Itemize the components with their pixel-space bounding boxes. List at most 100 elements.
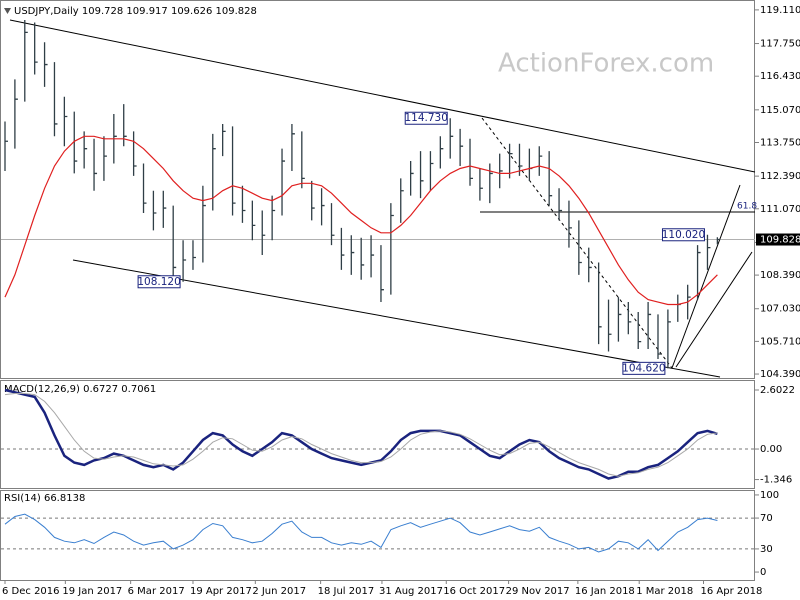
price-bar [449,118,454,159]
chart-title: USDJPY,Daily 109.728 109.917 109.626 109… [14,6,257,17]
price-bar [647,302,652,350]
macd-line [4,388,718,480]
y-tick-label: 113.750 [760,137,800,148]
y-tick-label: 107.030 [760,304,800,315]
rising-line [671,184,741,369]
y-tick-label: 105.710 [760,336,800,347]
price-bar [627,302,632,335]
price-bar [696,245,701,300]
price-bar [43,42,48,87]
price-bar [172,205,177,278]
price-bar [390,203,394,295]
macd-line [4,393,718,477]
annotation-label: 114.730 [405,112,448,124]
x-tick-label: 19 Jan 2017 [62,586,122,597]
retracement-line [481,117,673,369]
price-bar [706,234,711,270]
main-panel [0,0,755,379]
rsi-title: RSI(14) 66.8138 [4,493,85,504]
price-bar [528,148,533,181]
price-bar [459,128,464,166]
y-tick-label: 115.070 [760,105,800,116]
price-bar [222,123,226,157]
price-bar [152,190,157,231]
price-bar [419,151,424,199]
y-tick-label: 104.390 [760,369,800,380]
price-bar [83,131,88,169]
price-bar [63,96,68,147]
y-tick-label: 100 [760,490,779,501]
annotation-box [404,111,448,125]
y-tick-label: 70 [760,513,773,524]
price-bar [73,111,78,174]
rsi-panel [0,490,755,581]
price-bar [469,138,474,186]
price-bar [271,195,276,241]
price-bar [162,190,167,228]
price-bar [508,143,513,179]
price-bar [330,203,335,246]
price-bar [311,180,315,221]
y-tick-label: 116.430 [760,71,800,82]
y-tick-label: 2.6022 [760,385,795,396]
annotation-box [661,228,705,242]
rsi-line [4,513,718,553]
price-bar [34,22,38,75]
price-bar [291,123,295,171]
y-tick-label: 117.750 [760,39,800,50]
price-bar [132,131,137,176]
price-bar [568,200,572,248]
x-tick-label: 31 Aug 2017 [379,586,443,597]
fib-label: 61.8 [737,202,757,212]
price-bar [340,227,345,270]
price-bar [301,131,305,189]
y-tick-label: 112.390 [760,171,800,182]
menu-icon [4,8,11,14]
price-bar [320,188,325,226]
price-bar [212,133,216,211]
price-bar [677,294,681,322]
price-bar [53,62,58,137]
price-bar [380,245,384,303]
last-price-label: 109.828 [760,235,800,246]
x-tick-label: 19 Apr 2017 [190,586,252,597]
x-tick-label: 6 Mar 2017 [128,586,185,597]
y-tick-label: -1.346 [760,475,792,486]
price-bar [578,220,582,275]
x-tick-label: 16 Apr 2018 [701,586,763,597]
y-tick-label: 111.070 [760,204,800,215]
rising-line [675,251,753,368]
annotation-label: 110.020 [662,229,705,241]
price-bar [617,297,622,342]
price-bar [182,240,187,282]
price-bar [251,200,256,241]
moving-average [4,135,718,306]
price-bar [281,148,286,216]
price-bar [370,235,375,278]
price-bar [548,151,553,206]
x-tick-label: 2 Jun 2017 [252,586,306,597]
price-bar [4,121,8,171]
price-bar [637,311,642,350]
y-tick-label: 119.110 [760,5,800,16]
y-tick-label: 0.00 [760,444,782,455]
x-tick-label: 18 Jul 2017 [318,586,375,597]
price-bar [14,79,18,149]
channel-bottom [72,259,721,378]
annotation-label: 108.120 [137,276,180,288]
price-bar [588,247,592,283]
price-bar [489,163,493,204]
price-bar [202,185,206,263]
watermark: ActionForex.com [498,49,714,79]
x-tick-label: 6 Dec 2016 [2,586,60,597]
y-tick-label: 0 [760,567,766,578]
annotation-box [622,361,666,375]
price-bar [558,188,563,221]
price-bar [657,314,661,359]
price-bar [24,20,28,102]
price-bar [192,240,196,270]
x-tick-label: 16 Oct 2017 [443,586,505,597]
x-tick-label: 1 Mar 2018 [636,586,693,597]
x-tick-label: 16 Jan 2018 [575,586,635,597]
price-bar [142,163,147,213]
